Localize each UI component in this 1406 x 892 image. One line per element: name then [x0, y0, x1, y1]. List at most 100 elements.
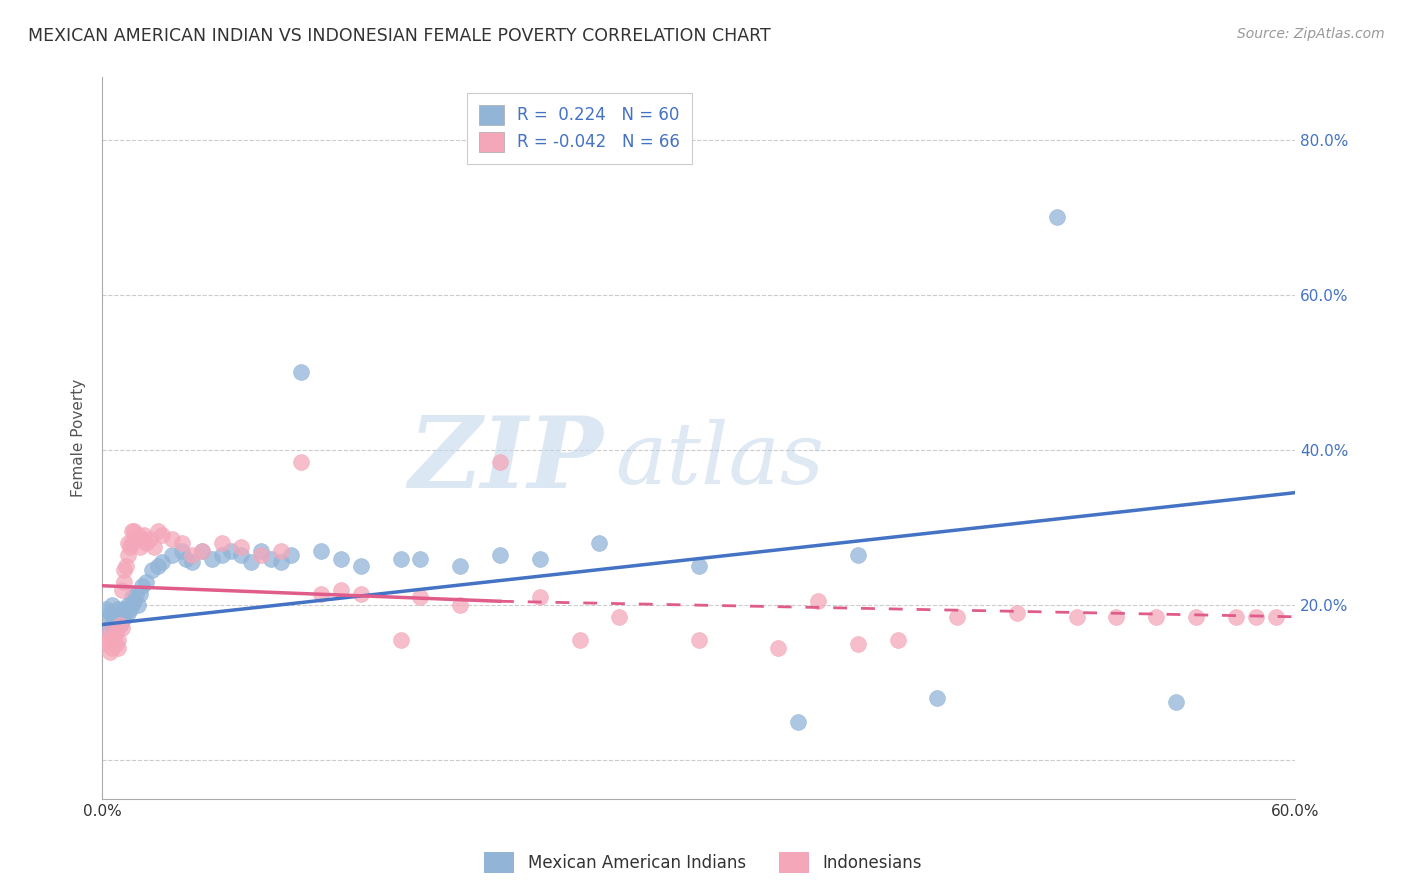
Point — [588, 536, 610, 550]
Point — [121, 524, 143, 539]
Point — [409, 551, 432, 566]
Point — [160, 532, 183, 546]
Point — [260, 551, 283, 566]
Point — [190, 544, 212, 558]
Point — [200, 551, 222, 566]
Point — [846, 548, 869, 562]
Point — [121, 591, 143, 605]
Point — [309, 544, 332, 558]
Point — [98, 645, 121, 659]
Point — [211, 548, 233, 562]
Point — [787, 714, 810, 729]
Point — [115, 559, 138, 574]
Point — [117, 598, 139, 612]
Point — [607, 609, 630, 624]
Point — [146, 559, 169, 574]
Point — [1244, 609, 1267, 624]
Point — [121, 598, 143, 612]
Legend: Mexican American Indians, Indonesians: Mexican American Indians, Indonesians — [478, 846, 928, 880]
Point — [529, 591, 551, 605]
Point — [270, 544, 292, 558]
Point — [946, 609, 969, 624]
Point — [117, 606, 139, 620]
Point — [231, 548, 253, 562]
Point — [180, 556, 202, 570]
Point — [146, 524, 169, 539]
Point — [127, 598, 149, 612]
Text: atlas: atlas — [616, 418, 824, 501]
Point — [108, 617, 131, 632]
Point — [160, 548, 183, 562]
Point — [350, 559, 373, 574]
Point — [111, 622, 134, 636]
Point — [280, 548, 302, 562]
Point — [108, 617, 131, 632]
Point — [107, 633, 129, 648]
Point — [115, 602, 138, 616]
Point — [112, 602, 135, 616]
Point — [529, 551, 551, 566]
Point — [886, 633, 908, 648]
Point — [98, 625, 121, 640]
Point — [103, 629, 125, 643]
Point — [103, 609, 125, 624]
Point — [98, 609, 121, 624]
Point — [329, 582, 352, 597]
Point — [1005, 606, 1028, 620]
Point — [489, 548, 512, 562]
Point — [142, 540, 165, 554]
Point — [846, 637, 869, 651]
Point — [97, 633, 120, 648]
Point — [1046, 210, 1069, 224]
Point — [927, 691, 949, 706]
Point — [290, 454, 312, 468]
Point — [1225, 609, 1247, 624]
Text: Source: ZipAtlas.com: Source: ZipAtlas.com — [1237, 27, 1385, 41]
Point — [329, 551, 352, 566]
Point — [98, 606, 121, 620]
Point — [688, 559, 710, 574]
Point — [112, 574, 135, 589]
Point — [97, 622, 120, 636]
Point — [250, 548, 273, 562]
Point — [250, 544, 273, 558]
Point — [174, 551, 197, 566]
Point — [309, 586, 332, 600]
Point — [807, 594, 830, 608]
Point — [96, 637, 118, 651]
Point — [1066, 609, 1088, 624]
Point — [111, 606, 134, 620]
Point — [125, 586, 148, 600]
Point — [121, 536, 143, 550]
Point — [127, 528, 149, 542]
Point — [96, 602, 118, 616]
Point — [240, 556, 263, 570]
Point — [129, 540, 152, 554]
Point — [1144, 609, 1167, 624]
Point — [170, 536, 193, 550]
Point — [122, 594, 145, 608]
Point — [170, 544, 193, 558]
Point — [131, 579, 153, 593]
Point — [105, 625, 128, 640]
Point — [132, 528, 155, 542]
Point — [117, 548, 139, 562]
Point — [107, 609, 129, 624]
Point — [350, 586, 373, 600]
Point — [389, 633, 412, 648]
Point — [112, 609, 135, 624]
Point — [231, 540, 253, 554]
Legend: R =  0.224   N = 60, R = -0.042   N = 66: R = 0.224 N = 60, R = -0.042 N = 66 — [467, 93, 692, 163]
Point — [1185, 609, 1208, 624]
Point — [107, 602, 129, 616]
Point — [111, 582, 134, 597]
Y-axis label: Female Poverty: Female Poverty — [72, 379, 86, 498]
Point — [688, 633, 710, 648]
Point — [139, 532, 162, 546]
Point — [117, 536, 139, 550]
Point — [118, 602, 141, 616]
Point — [150, 528, 173, 542]
Point — [112, 563, 135, 577]
Point — [131, 532, 153, 546]
Point — [101, 633, 124, 648]
